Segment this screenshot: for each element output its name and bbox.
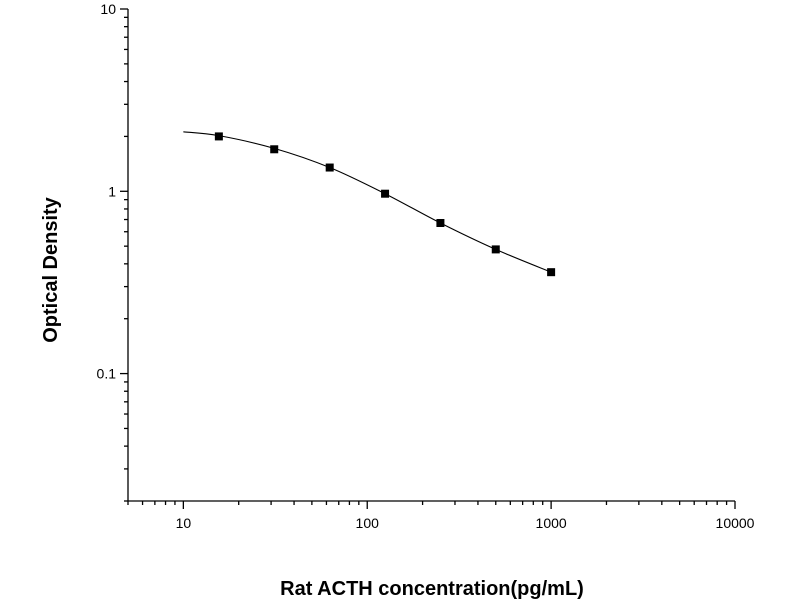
data-point: [547, 268, 556, 277]
x-tick-label: 1000: [536, 515, 567, 531]
data-point: [491, 245, 500, 254]
y-tick-label: 1: [108, 183, 116, 199]
data-point: [270, 145, 279, 154]
x-tick-label: 10: [176, 515, 192, 531]
x-tick-label: 100: [356, 515, 380, 531]
data-point: [214, 132, 223, 141]
y-axis-title: Optical Density: [40, 196, 62, 342]
axes: [120, 8, 736, 509]
data-point: [381, 189, 390, 198]
x-axis-title: Rat ACTH concentration(pg/mL): [280, 578, 584, 600]
data-points-layer: [214, 132, 556, 277]
x-tick-label: 10000: [716, 515, 755, 531]
data-point: [436, 218, 445, 227]
tick-labels-layer: 10 100 1000 10000 0.1 1 10: [97, 1, 755, 531]
y-tick-label: 0.1: [97, 366, 117, 382]
y-tick-label: 10: [100, 1, 116, 17]
data-point: [325, 163, 334, 172]
